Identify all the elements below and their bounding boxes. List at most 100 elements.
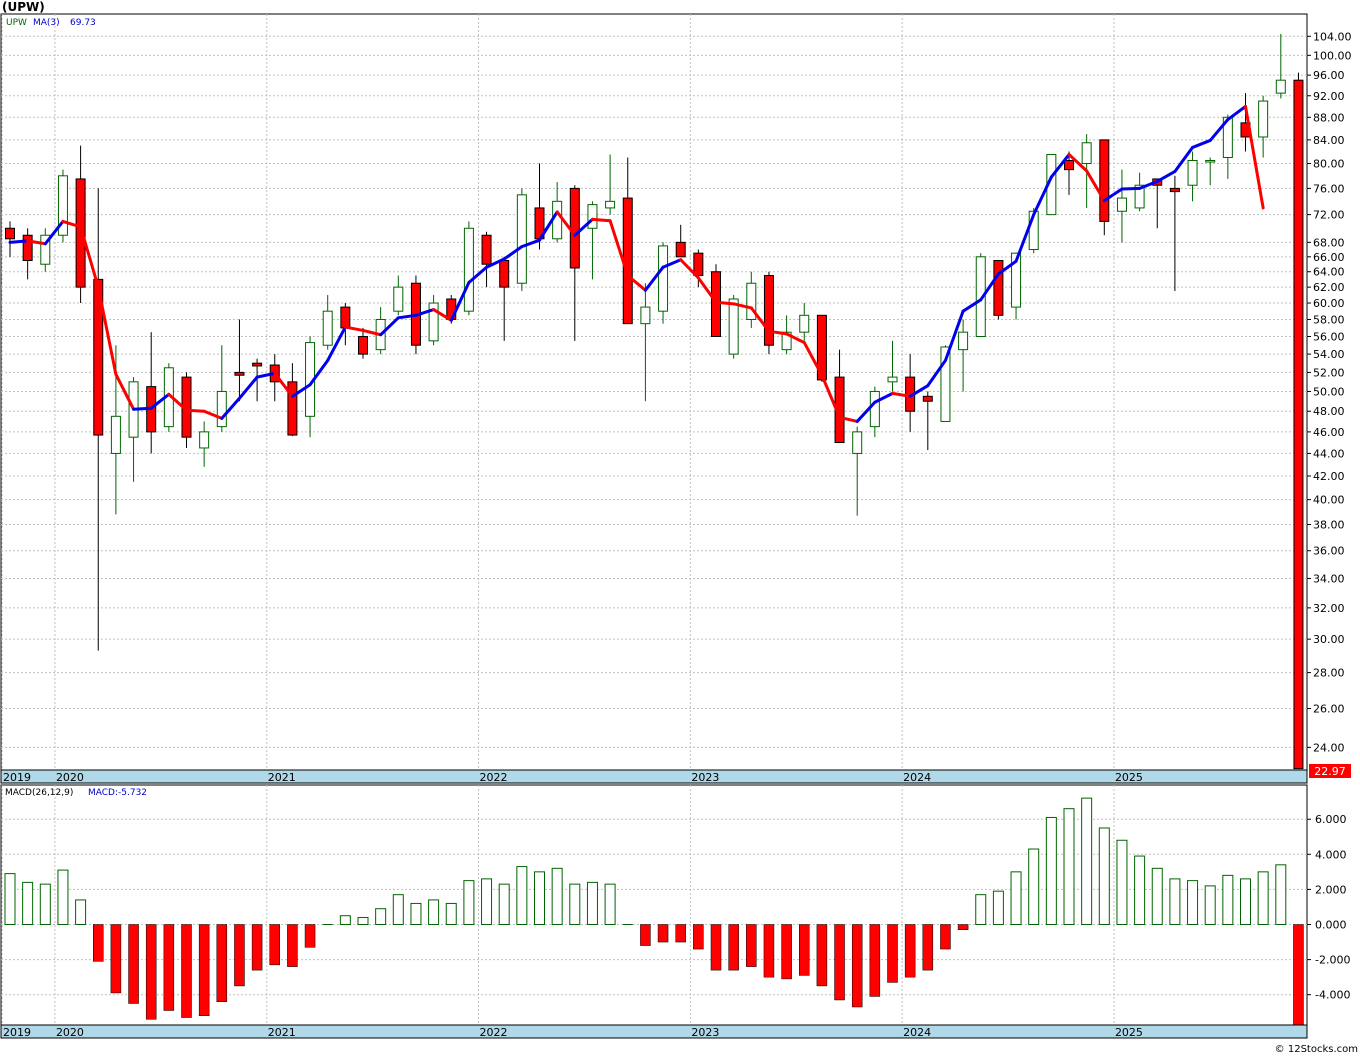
macd-y-axis: -4.000 -2.000 0.000 2.000 4.000 6.000: [1307, 813, 1350, 1002]
macd-bar-negative: [710, 924, 722, 971]
candle-body-up: [1081, 142, 1092, 165]
candle-body-up: [658, 245, 669, 312]
ma3-segment: [820, 373, 842, 419]
macd-tick-label: -2.000: [1315, 954, 1350, 967]
price-panel: 24.00 26.00 28.00 30.00 32.00 34.00 36.00 38.00…: [0, 13, 1352, 784]
price-tick-label: 58.00: [1313, 313, 1345, 326]
ma3-segment: [1173, 145, 1195, 173]
candle-body-down: [340, 306, 351, 329]
ma3-segment: [714, 300, 736, 306]
candle-body-down: [234, 371, 245, 376]
price-candle: [993, 260, 1004, 320]
price-tick-label: 104.00: [1313, 30, 1352, 43]
macd-bar-positive: [1116, 839, 1128, 926]
price-candle: [322, 295, 333, 350]
candle-body-up: [393, 286, 404, 312]
price-tick-label: 52.00: [1313, 366, 1345, 379]
price-candle: [1099, 139, 1110, 236]
price-candle: [675, 224, 686, 258]
price-tick-label: 56.00: [1313, 330, 1345, 343]
ma3-segment: [26, 239, 47, 246]
price-candle: [57, 169, 68, 243]
macd-bar-negative: [799, 924, 810, 976]
price-candles: [5, 33, 1304, 770]
macd-bar-positive: [1081, 797, 1093, 926]
ma3-segment: [485, 257, 506, 269]
macd-bar-negative: [763, 924, 775, 978]
price-candle: [93, 188, 104, 651]
price-year-label: 2021: [268, 771, 296, 784]
macd-timeline-band: [0, 1024, 1308, 1039]
price-tick-label: 50.00: [1313, 385, 1345, 398]
ma3-segment: [1191, 138, 1212, 149]
macd-bar-positive: [339, 915, 351, 925]
price-tick-label: 48.00: [1313, 405, 1345, 418]
candle-body-down: [1293, 79, 1304, 770]
macd-bar-positive: [1204, 885, 1216, 926]
macd-bar-negative: [940, 924, 951, 950]
macd-bar-positive: [1045, 816, 1057, 926]
price-year-label: 2022: [480, 771, 508, 784]
candle-body-down: [1064, 160, 1074, 171]
ma3-segment: [767, 329, 789, 336]
macd-bar-negative: [957, 924, 969, 931]
macd-bar-positive: [1010, 871, 1022, 925]
macd-bar-negative: [181, 924, 192, 1018]
ma3-segment: [749, 306, 771, 333]
macd-bar-positive: [1240, 878, 1251, 925]
price-tick-label: 54.00: [1313, 348, 1345, 361]
candle-body-down: [1169, 187, 1180, 193]
candle-body-up: [869, 390, 880, 428]
price-candle: [1116, 169, 1127, 243]
price-candle: [763, 271, 774, 355]
macd-bar-positive: [375, 908, 387, 926]
price-candle: [693, 249, 704, 288]
candle-body-up: [1205, 160, 1216, 163]
macd-bar-positive: [551, 867, 563, 926]
candle-body-up: [852, 431, 863, 454]
price-candle: [746, 271, 757, 328]
candle-body-down: [499, 260, 510, 288]
macd-bar-positive: [516, 866, 528, 926]
price-candle: [816, 314, 827, 382]
candle-body-down: [569, 187, 580, 269]
legend-ma-value: 69.73: [70, 18, 96, 28]
macd-bar-negative: [216, 924, 228, 1002]
candle-body-down: [481, 234, 492, 265]
ma3-line: [8, 104, 1265, 423]
last-price-box: 22.97: [1309, 764, 1351, 778]
macd-bar-positive: [586, 881, 598, 926]
ma3-segment: [343, 325, 365, 332]
price-tick-label: 60.00: [1313, 297, 1345, 310]
candle-body-down: [287, 381, 298, 436]
macd-bar-positive: [22, 881, 34, 926]
macd-year-label: 2020: [56, 1026, 84, 1039]
macd-bar-negative: [1293, 924, 1304, 1026]
macd-bar-negative: [269, 924, 280, 966]
price-tick-label: 76.00: [1313, 182, 1345, 195]
candle-body-down: [358, 335, 368, 355]
macd-bar-negative: [693, 924, 704, 950]
price-tick-label: 40.00: [1313, 494, 1345, 507]
macd-bar-positive: [1275, 864, 1287, 926]
price-candle: [587, 201, 598, 280]
ma3-segment: [1244, 104, 1265, 210]
macd-bar-negative: [163, 924, 175, 1011]
ma3-segment: [661, 258, 683, 269]
candle-body-down: [763, 275, 774, 346]
macd-bar-negative: [816, 924, 828, 987]
price-tick-label: 34.00: [1313, 572, 1345, 585]
price-year-label: 2023: [691, 771, 719, 784]
candle-body-up: [1116, 197, 1127, 212]
price-tick-label: 26.00: [1313, 703, 1345, 716]
ma3-segment: [237, 375, 259, 400]
price-candle: [75, 145, 86, 304]
price-year-label: 2025: [1115, 771, 1143, 784]
ma3-segment: [855, 400, 877, 423]
price-candle: [287, 363, 298, 437]
price-candle: [887, 340, 898, 392]
legend-symbol: UPW: [6, 18, 27, 28]
ma3-segment: [1049, 153, 1071, 179]
ma3-segment: [891, 391, 912, 398]
